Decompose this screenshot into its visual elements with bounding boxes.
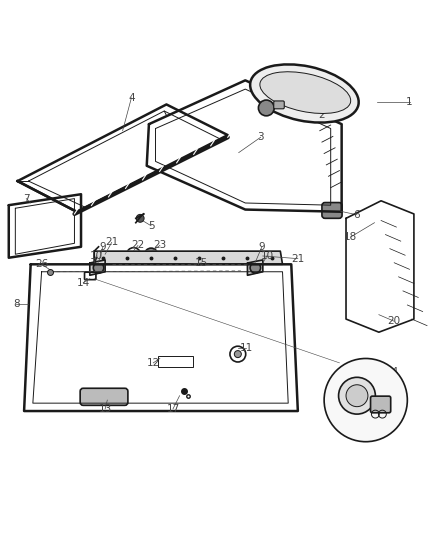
Polygon shape [247, 260, 263, 275]
Text: 18: 18 [344, 232, 357, 242]
Text: 14: 14 [385, 367, 399, 377]
Text: 22: 22 [131, 240, 145, 251]
Text: 12: 12 [147, 358, 160, 368]
Polygon shape [90, 260, 105, 275]
Text: 1: 1 [406, 97, 413, 107]
Text: 9: 9 [258, 242, 265, 252]
Circle shape [346, 385, 368, 407]
Text: 3: 3 [257, 132, 264, 142]
Circle shape [145, 248, 158, 261]
Text: 7: 7 [23, 193, 30, 204]
Bar [158, 356, 193, 367]
FancyBboxPatch shape [371, 396, 391, 413]
Circle shape [324, 359, 407, 442]
FancyBboxPatch shape [80, 388, 128, 405]
Text: 15: 15 [195, 258, 208, 268]
Ellipse shape [260, 72, 351, 114]
Text: 20: 20 [388, 316, 401, 326]
Circle shape [257, 252, 265, 260]
Text: 9: 9 [99, 242, 106, 252]
FancyBboxPatch shape [322, 203, 342, 219]
Text: 26: 26 [35, 260, 48, 269]
Circle shape [131, 252, 137, 258]
Circle shape [258, 100, 274, 116]
Circle shape [136, 214, 144, 222]
Text: 4: 4 [128, 93, 135, 103]
Text: 13: 13 [99, 404, 112, 414]
Circle shape [234, 351, 241, 358]
Text: 10: 10 [90, 251, 103, 261]
Text: 16: 16 [348, 424, 361, 433]
Text: 8: 8 [13, 298, 20, 309]
Text: 14: 14 [77, 278, 90, 288]
Circle shape [148, 252, 154, 257]
Text: 6: 6 [353, 210, 360, 220]
Text: 5: 5 [148, 221, 155, 231]
Text: 2: 2 [318, 110, 325, 120]
Circle shape [250, 263, 261, 273]
Text: 10: 10 [261, 251, 274, 261]
FancyBboxPatch shape [274, 101, 284, 109]
Text: 23: 23 [153, 240, 166, 251]
Circle shape [101, 252, 109, 260]
Polygon shape [94, 251, 283, 264]
Text: 11: 11 [240, 343, 253, 352]
Text: 21: 21 [105, 237, 118, 247]
Circle shape [93, 263, 104, 273]
Ellipse shape [250, 64, 359, 123]
Text: 17: 17 [166, 404, 180, 414]
Text: 21: 21 [291, 254, 304, 264]
Circle shape [339, 377, 375, 414]
